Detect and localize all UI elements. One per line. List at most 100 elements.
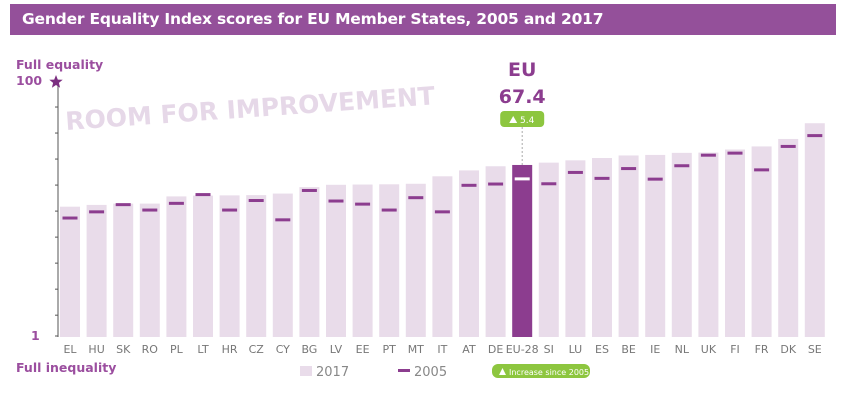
bar-2017-at xyxy=(459,170,479,337)
bar-2017-eu-28 xyxy=(512,164,533,337)
x-tick-label: BE xyxy=(621,343,636,356)
bar-2017-mt xyxy=(405,183,426,337)
watermark-text: ROOM FOR IMPROVEMENT xyxy=(64,81,435,136)
x-tick-label: SE xyxy=(808,343,822,356)
bar-2017-sk xyxy=(113,203,134,337)
marker-2005-nl xyxy=(674,164,690,168)
x-tick-label: UK xyxy=(701,343,717,356)
bar-2017-lt xyxy=(193,195,213,337)
x-tick-label: LV xyxy=(330,343,343,356)
legend-badge xyxy=(492,364,590,378)
bar-2017-si xyxy=(538,162,559,337)
triangle-up-icon xyxy=(509,116,518,123)
marker-2005-cy xyxy=(275,218,291,222)
chart-title: Gender Equality Index scores for EU Memb… xyxy=(22,10,604,28)
y-tick-label: 100 xyxy=(16,73,42,88)
legend-label-2005: 2005 xyxy=(414,365,447,380)
marker-2005-hu xyxy=(89,210,105,214)
marker-2005-es xyxy=(594,176,610,180)
legend-label-increase: Increase since 2005 xyxy=(509,368,589,377)
x-tick-label: HU xyxy=(88,343,104,356)
x-tick-label: RO xyxy=(142,343,159,356)
star-icon xyxy=(49,75,63,88)
x-tick-label: PT xyxy=(383,343,397,356)
x-tick-label: LT xyxy=(197,343,209,356)
legend-swatch-2005 xyxy=(398,369,410,372)
bar-2017-el xyxy=(60,206,80,337)
marker-2005-hr xyxy=(222,208,238,212)
x-tick-label: CZ xyxy=(249,343,265,356)
marker-2005-pl xyxy=(168,201,184,205)
marker-2005-ee xyxy=(355,202,371,206)
marker-2005-eu-28 xyxy=(514,177,530,181)
x-tick-label: SK xyxy=(116,343,131,356)
bar-2017-be xyxy=(618,155,639,337)
title-bar: Gender Equality Index scores for EU Memb… xyxy=(10,4,836,35)
x-tick-label: IT xyxy=(437,343,447,356)
marker-2005-fi xyxy=(727,151,743,155)
x-tick-label: PL xyxy=(170,343,184,356)
x-tick-label: EL xyxy=(63,343,77,356)
bar-2017-ie xyxy=(645,154,666,337)
x-tick-label: ES xyxy=(595,343,609,356)
marker-2005-dk xyxy=(780,144,796,148)
legend-label-2017: 2017 xyxy=(316,365,349,380)
marker-2005-ie xyxy=(647,177,663,181)
marker-2005-lv xyxy=(328,199,344,203)
x-tick-label: FI xyxy=(730,343,740,356)
x-tick-label: NL xyxy=(675,343,690,356)
bar-2017-fr xyxy=(751,146,772,337)
bar-2017-hr xyxy=(219,195,240,337)
marker-2005-it xyxy=(434,210,450,214)
marker-2005-ro xyxy=(142,208,158,212)
x-tick-label: IE xyxy=(650,343,660,356)
bar-2017-it xyxy=(432,176,453,337)
bar-2017-de xyxy=(485,166,506,337)
marker-2005-mt xyxy=(408,196,424,200)
bar-2017-uk xyxy=(698,152,719,337)
bar-2017-hu xyxy=(86,204,107,337)
marker-2005-sk xyxy=(115,203,131,207)
marker-2005-fr xyxy=(754,168,770,172)
y-bottom-label: Full inequality xyxy=(16,360,116,375)
marker-2005-lu xyxy=(567,170,583,174)
bar-2017-ro xyxy=(139,203,160,337)
bar-2017-pl xyxy=(166,196,187,337)
triangle-up-icon xyxy=(499,368,506,375)
increase-value: 5.4 xyxy=(520,116,535,126)
marker-2005-si xyxy=(541,182,557,186)
bar-2017-ee xyxy=(352,184,373,337)
x-tick-label: EE xyxy=(356,343,370,356)
bar-2017-pt xyxy=(379,184,400,337)
bar-2017-dk xyxy=(778,138,799,337)
bar-2017-cy xyxy=(272,193,293,337)
bar-2017-cz xyxy=(246,195,267,337)
x-tick-label: HR xyxy=(222,343,238,356)
x-tick-label: SI xyxy=(544,343,554,356)
bar-2017-fi xyxy=(725,149,745,337)
x-tick-label: EU-28 xyxy=(506,343,539,356)
marker-2005-de xyxy=(488,182,504,186)
legend-swatch-2017 xyxy=(300,366,312,376)
marker-2005-se xyxy=(807,134,823,138)
bar-2017-nl xyxy=(671,152,692,337)
x-tick-label: LU xyxy=(569,343,583,356)
marker-2005-cz xyxy=(248,199,264,203)
x-tick-label: DE xyxy=(488,343,503,356)
marker-2005-lt xyxy=(195,193,211,197)
marker-2005-pt xyxy=(381,208,397,212)
y-top-label: Full equality xyxy=(16,57,103,72)
x-tick-label: MT xyxy=(408,343,424,356)
marker-2005-at xyxy=(461,183,477,187)
marker-2005-be xyxy=(621,167,637,171)
marker-2005-el xyxy=(62,216,78,220)
bar-2017-lu xyxy=(565,160,586,337)
y-tick-label: 1 xyxy=(31,328,40,343)
x-tick-label: DK xyxy=(780,343,796,356)
marker-2005-bg xyxy=(301,188,317,192)
bar-2017-se xyxy=(804,123,825,337)
bar-2017-es xyxy=(592,158,612,337)
marker-2005-uk xyxy=(700,153,716,157)
bar-2017-bg xyxy=(299,187,320,337)
